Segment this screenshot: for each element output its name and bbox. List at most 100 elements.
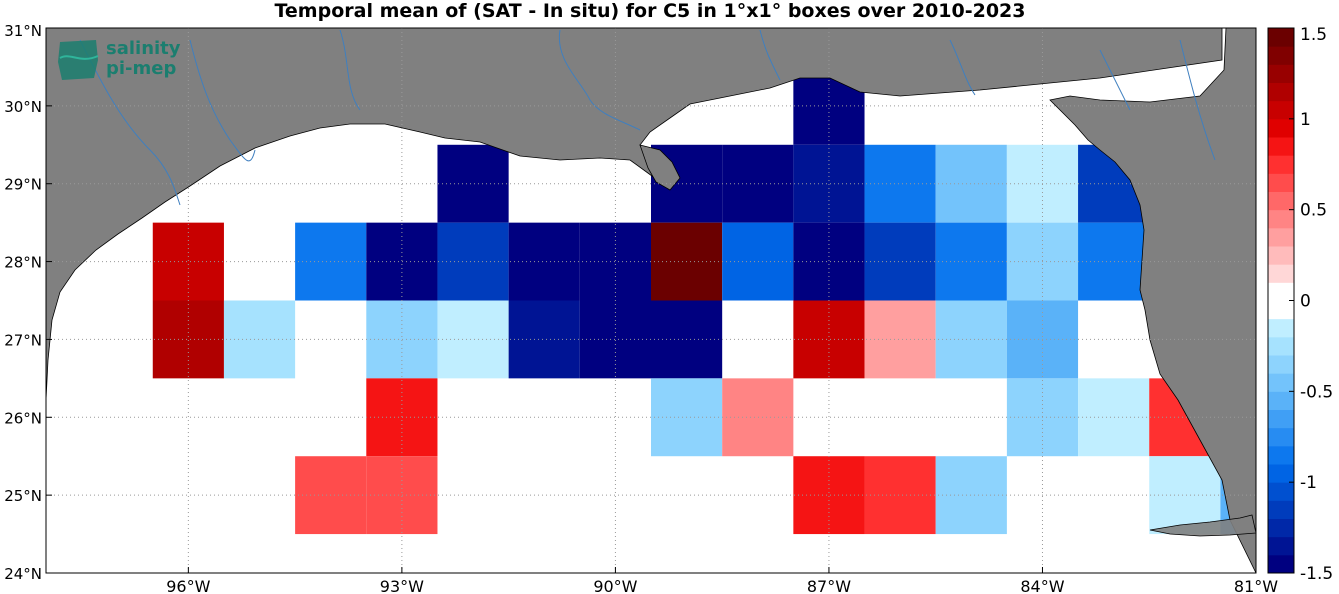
- salinity-pi-mep-logo: salinity pi-mep: [58, 38, 181, 80]
- heatmap-cell: [935, 144, 1007, 223]
- colorbar-segment: [1268, 227, 1294, 247]
- colorbar-segment: [1268, 118, 1294, 138]
- colorbar-tick-label: 1.5: [1300, 25, 1327, 45]
- colorbar-segment: [1268, 209, 1294, 229]
- heatmap-cell: [793, 456, 865, 535]
- heatmap-cell: [1078, 222, 1150, 301]
- colorbar-segment: [1268, 64, 1294, 83]
- heatmap-cell: [864, 456, 936, 535]
- heatmap-cell: [864, 222, 936, 301]
- heatmap-cell: [864, 144, 936, 223]
- river-texas-1: [79, 39, 181, 206]
- heatmap-cell: [508, 222, 580, 301]
- colorbar-segment: [1268, 155, 1294, 174]
- colorbar-segment: [1268, 282, 1294, 301]
- colorbar-segment: [1268, 427, 1294, 447]
- heatmap-cell: [1149, 456, 1221, 535]
- x-tick-label: 84°W: [1020, 577, 1064, 594]
- heatmap-cell: [935, 300, 1007, 379]
- colorbar-segment: [1268, 464, 1294, 483]
- river-apalachicola: [949, 39, 976, 96]
- colorbar-segment: [1268, 28, 1294, 47]
- florida-keys-land: [1149, 514, 1256, 537]
- heatmap-cell: [437, 300, 509, 379]
- gridlines: [46, 28, 1256, 573]
- y-tick-label: 24°N: [4, 565, 42, 583]
- colorbar-tick-label: -0.5: [1300, 382, 1333, 402]
- colorbar-segment: [1268, 391, 1294, 410]
- heatmap-cell: [437, 144, 509, 223]
- colorbar-segment: [1268, 264, 1294, 283]
- colorbar-segment: [1268, 336, 1294, 356]
- colorbar-segment: [1268, 82, 1294, 102]
- y-tick-label: 31°N: [4, 22, 42, 40]
- land-layer: [46, 28, 1256, 573]
- heatmap-cell: [437, 222, 509, 301]
- y-tick-label: 26°N: [4, 409, 42, 427]
- colorbar-segment: [1268, 318, 1294, 338]
- y-tick-label: 30°N: [4, 98, 42, 116]
- river-suwannee: [1099, 49, 1131, 111]
- heatmap-cell: [793, 144, 865, 223]
- heatmap-cell: [864, 300, 936, 379]
- colorbar-tick-label: 0.5: [1300, 201, 1327, 221]
- colorbar-segment: [1268, 536, 1294, 556]
- river-louisiana-1: [339, 29, 361, 111]
- colorbar-segment: [1268, 100, 1294, 120]
- florida-peninsula-land: [1049, 28, 1256, 573]
- heatmap-cell: [1078, 378, 1150, 457]
- colorbar-tick-label: -1: [1300, 473, 1317, 493]
- x-axis-ticks: 96°W 93°W 90°W 87°W 84°W 81°W: [166, 567, 1278, 594]
- colorbar-tick-label: 0: [1300, 292, 1311, 312]
- heatmap-cell: [793, 300, 865, 379]
- y-tick-label: 29°N: [4, 176, 42, 194]
- x-tick-label: 81°W: [1234, 577, 1278, 594]
- colorbar-segment: [1268, 355, 1294, 374]
- x-tick-label: 90°W: [593, 577, 637, 594]
- colorbar-segment: [1268, 554, 1294, 574]
- colorbar-segment: [1268, 173, 1294, 192]
- plot-frame: [45, 27, 1257, 574]
- colorbar-segment: [1268, 246, 1294, 265]
- heatmap-cell: [935, 456, 1007, 535]
- map-title: Temporal mean of (SAT - In situ) for C5 …: [274, 0, 1026, 22]
- colorbar-ticks: 1.5 1 0.5 0 -0.5 -1 -1.5: [1289, 25, 1333, 584]
- heatmap-cell: [152, 222, 224, 301]
- river-texas-2: [189, 39, 256, 162]
- heatmap-cell: [152, 300, 224, 379]
- heatmap-cell: [223, 300, 296, 379]
- rivers-layer: [79, 29, 1216, 206]
- river-mississippi: [558, 29, 641, 131]
- colorbar-segment: [1268, 191, 1294, 211]
- y-tick-label: 25°N: [4, 487, 42, 505]
- heatmap-cell: [579, 300, 651, 379]
- colorbar-segment: [1268, 373, 1294, 392]
- x-tick-label: 93°W: [380, 577, 424, 594]
- y-tick-label: 28°N: [4, 254, 42, 272]
- river-florida-1: [1179, 39, 1216, 161]
- colorbar-segment: [1268, 482, 1294, 501]
- logo-line1: salinity: [106, 38, 181, 59]
- heatmap-cell: [935, 222, 1007, 301]
- colorbar-segment: [1268, 500, 1294, 519]
- x-tick-label: 87°W: [807, 577, 851, 594]
- colorbar-tick-label: -1.5: [1300, 564, 1333, 584]
- x-tick-label: 96°W: [166, 577, 210, 594]
- logo-line2: pi-mep: [106, 58, 176, 79]
- colorbar-segment: [1268, 46, 1294, 65]
- heatmap-cell: [508, 300, 580, 379]
- colorbar-segment: [1268, 137, 1294, 156]
- river-alabama: [759, 29, 781, 81]
- y-tick-label: 27°N: [4, 331, 42, 349]
- colorbar-tick-label: 1: [1300, 110, 1311, 130]
- colorbar-segment: [1268, 300, 1294, 320]
- northern-gulf-coast-land: [46, 28, 1223, 401]
- colorbar-segment: [1268, 518, 1294, 538]
- colorbar: [1268, 28, 1294, 574]
- logo-mark: [58, 40, 98, 80]
- heatmap-cell: [579, 222, 651, 301]
- heatmap-cell: [793, 222, 865, 301]
- logo-mark-wave: [59, 55, 99, 60]
- colorbar-segment: [1268, 445, 1294, 465]
